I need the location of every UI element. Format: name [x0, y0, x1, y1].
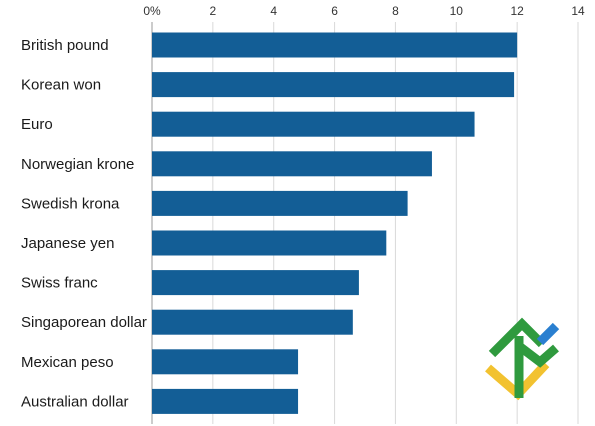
- category-label-norwegian-krone: Norwegian krone: [21, 156, 134, 173]
- watermark-logo: [485, 317, 560, 401]
- bar-norwegian-krone: [152, 151, 432, 177]
- category-label-layer: British pound Korean won Euro Norwegian kro…: [21, 37, 147, 410]
- x-tick-label-2: 2: [210, 4, 217, 18]
- category-label-mexican-peso: Mexican peso: [21, 354, 114, 371]
- bar-swiss-franc: [152, 270, 359, 296]
- tick-layer: 0% 2 4 6 8 10 12 14: [143, 4, 585, 18]
- bar-layer: [152, 32, 518, 414]
- x-tick-label-8: 8: [392, 4, 399, 18]
- category-label-korean-won: Korean won: [21, 77, 101, 94]
- bar-singaporean-dollar: [152, 309, 353, 335]
- category-label-euro: Euro: [21, 116, 53, 133]
- category-label-british-pound: British pound: [21, 37, 109, 54]
- bar-mexican-peso: [152, 349, 299, 375]
- category-label-swiss-franc: Swiss franc: [21, 275, 98, 292]
- x-tick-label-0: 0%: [143, 4, 161, 18]
- x-tick-label-12: 12: [510, 4, 524, 18]
- category-label-australian-dollar: Australian dollar: [21, 393, 129, 410]
- bar-japanese-yen: [152, 230, 387, 256]
- x-tick-label-6: 6: [331, 4, 338, 18]
- category-label-singaporean-dollar: Singaporean dollar: [21, 314, 147, 331]
- category-label-japanese-yen: Japanese yen: [21, 235, 114, 252]
- logo-green-right-stroke: [516, 342, 559, 368]
- bar-euro: [152, 111, 475, 137]
- x-tick-label-10: 10: [450, 4, 464, 18]
- x-tick-label-4: 4: [270, 4, 277, 18]
- bar-swedish-krona: [152, 190, 408, 216]
- category-label-swedish-krona: Swedish krona: [21, 195, 120, 212]
- logo-blue-stroke: [536, 322, 560, 346]
- bar-australian-dollar: [152, 388, 299, 414]
- bar-british-pound: [152, 32, 518, 58]
- x-tick-label-14: 14: [571, 4, 585, 18]
- bar-korean-won: [152, 72, 515, 98]
- logo-green-left-stroke: [488, 317, 546, 358]
